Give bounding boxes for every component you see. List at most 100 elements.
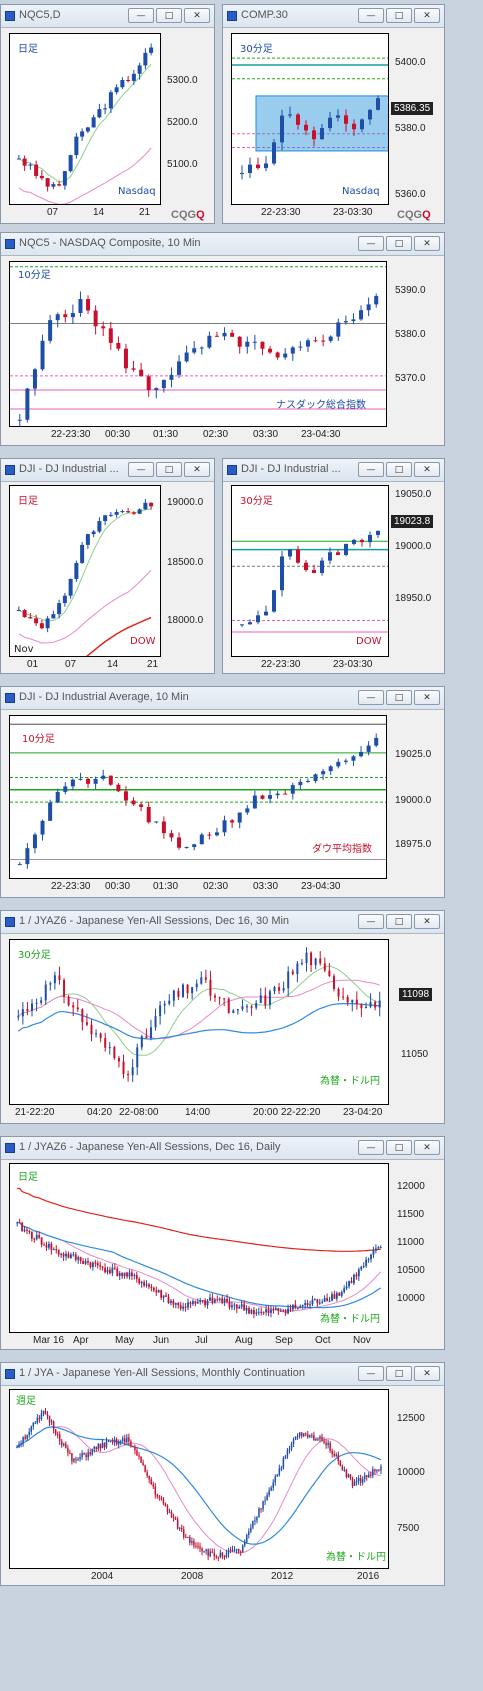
x-tick-label: Aug	[235, 1335, 253, 1346]
candle-body	[104, 1038, 107, 1048]
candle-body	[158, 1496, 161, 1498]
candle-body	[217, 1556, 220, 1558]
window-titlebar[interactable]: 1 / JYA - Japanese Yen-All Sessions, Mon…	[1, 1363, 444, 1386]
maximize-button[interactable]: □	[386, 914, 412, 929]
candle-body	[313, 340, 318, 342]
chart-plot-area[interactable]: 10分足 ナスダック総合指数	[9, 261, 387, 427]
window-titlebar[interactable]: DJI - DJ Industrial ... — □ ✕	[223, 459, 444, 482]
chart-window-dji-daily[interactable]: DJI - DJ Industrial ... — □ ✕ 日足 DOW Nov…	[0, 458, 215, 674]
candle-body	[245, 1308, 248, 1311]
maximize-button[interactable]: □	[386, 8, 412, 23]
candle-body	[282, 988, 285, 991]
chart-window-dji-10min[interactable]: DJI - DJ Industrial Average, 10 Min — □ …	[0, 686, 445, 898]
chart-plot-area[interactable]: 30分足 DOW	[231, 485, 389, 657]
chart-window-jya-monthly[interactable]: 1 / JYA - Japanese Yen-All Sessions, Mon…	[0, 1362, 445, 1586]
chart-window-comp-30min[interactable]: COMP.30 — □ ✕ 30分足 Nasdaq 5400.0 5386.35…	[222, 4, 445, 224]
maximize-button[interactable]: □	[386, 236, 412, 251]
minimize-button[interactable]: —	[358, 8, 384, 23]
chart-window-jyaz6-30min[interactable]: 1 / JYAZ6 - Japanese Yen-All Sessions, D…	[0, 910, 445, 1124]
close-button[interactable]: ✕	[414, 1140, 440, 1155]
candle-body	[55, 314, 60, 321]
candlestick-chart	[17, 947, 381, 1083]
chart-plot-area[interactable]: 30分足 為替・ドル円	[9, 939, 389, 1105]
x-tick-label: 02:30	[203, 429, 229, 440]
minimize-button[interactable]: —	[128, 8, 154, 23]
candle-body	[326, 1298, 329, 1301]
minimize-button[interactable]: —	[358, 914, 384, 929]
period-label: 10分足	[22, 734, 55, 745]
candle-body	[146, 376, 151, 391]
close-button[interactable]: ✕	[414, 914, 440, 929]
candle-body	[44, 984, 47, 1001]
chart-plot-area[interactable]: 10分足 ダウ平均指数	[9, 715, 387, 879]
period-label: 日足	[18, 1172, 38, 1183]
window-titlebar[interactable]: NQC5 - NASDAQ Composite, 10 Min — □ ✕	[1, 233, 444, 256]
chart-window-dji-30min[interactable]: DJI - DJ Industrial ... — □ ✕ 30分足 DOW 1…	[222, 458, 445, 674]
x-tick-label: 07	[65, 659, 77, 670]
maximize-button[interactable]: □	[386, 462, 412, 477]
candle-body	[318, 1302, 321, 1304]
chart-plot-area[interactable]: 週足 為替・ドル円	[9, 1389, 389, 1569]
close-button[interactable]: ✕	[414, 462, 440, 477]
candle-body	[97, 521, 102, 532]
candle-body	[304, 562, 308, 571]
candle-body	[268, 348, 273, 353]
window-title: DJI - DJ Industrial ...	[241, 463, 341, 475]
candle-body	[111, 1441, 114, 1443]
minimize-button[interactable]: —	[358, 1140, 384, 1155]
candle-body	[30, 1426, 32, 1432]
chart-plot-area[interactable]: 30分足 Nasdaq	[231, 33, 389, 205]
close-button[interactable]: ✕	[184, 462, 210, 477]
candle-body	[320, 128, 324, 140]
window-titlebar[interactable]: 1 / JYAZ6 - Japanese Yen-All Sessions, D…	[1, 911, 444, 934]
chart-window-nqc5-10min[interactable]: NQC5 - NASDAQ Composite, 10 Min — □ ✕ 10…	[0, 232, 445, 446]
chart-plot-area[interactable]: 日足 DOW Nov	[9, 485, 161, 657]
window-titlebar[interactable]: NQC5,D — □ ✕	[1, 5, 214, 28]
candle-body	[307, 1434, 309, 1438]
chart-window-nqc5-daily[interactable]: NQC5,D — □ ✕ 日足 Nasdaq 5300.0 5200.0 510…	[0, 4, 215, 224]
maximize-button[interactable]: □	[386, 1140, 412, 1155]
candle-body	[63, 1443, 65, 1446]
candle-body	[159, 1005, 162, 1017]
window-titlebar[interactable]: 1 / JYAZ6 - Japanese Yen-All Sessions, D…	[1, 1137, 444, 1160]
chart-plot-area[interactable]: 日足 為替・ドル円	[9, 1163, 389, 1333]
minimize-button[interactable]: —	[358, 1366, 384, 1381]
maximize-button[interactable]: □	[386, 1366, 412, 1381]
minimize-button[interactable]: —	[358, 462, 384, 477]
maximize-button[interactable]: □	[386, 690, 412, 705]
candle-body	[140, 1456, 142, 1463]
candle-body	[95, 1446, 98, 1449]
candle-body	[345, 1469, 348, 1477]
candle-body	[170, 1300, 172, 1304]
chart-plot-area[interactable]: 日足 Nasdaq	[9, 33, 161, 205]
close-button[interactable]: ✕	[414, 690, 440, 705]
close-button[interactable]: ✕	[414, 1366, 440, 1381]
minimize-button[interactable]: —	[128, 462, 154, 477]
close-button[interactable]: ✕	[414, 8, 440, 23]
candle-body	[200, 977, 203, 984]
minimize-button[interactable]: —	[358, 236, 384, 251]
close-button[interactable]: ✕	[414, 236, 440, 251]
maximize-button[interactable]: □	[156, 8, 182, 23]
candle-body	[184, 847, 189, 849]
window-titlebar[interactable]: DJI - DJ Industrial Average, 10 Min — □ …	[1, 687, 444, 710]
window-titlebar[interactable]: DJI - DJ Industrial ... — □ ✕	[1, 459, 214, 482]
candle-body	[272, 590, 276, 612]
candle-body	[53, 975, 56, 984]
candle-body	[194, 1301, 197, 1304]
chart-window-jyaz6-daily[interactable]: 1 / JYAZ6 - Japanese Yen-All Sessions, D…	[0, 1136, 445, 1350]
candle-body	[99, 1265, 102, 1267]
candle-body	[21, 1009, 24, 1017]
minimize-button[interactable]: —	[358, 690, 384, 705]
x-tick-label: 23-04:20	[343, 1107, 383, 1118]
candle-body	[287, 971, 290, 989]
moving-average-line	[17, 1221, 382, 1309]
window-titlebar[interactable]: COMP.30 — □ ✕	[223, 5, 444, 28]
x-tick-label: Jun	[153, 1335, 170, 1346]
candle-body	[199, 834, 204, 845]
maximize-button[interactable]: □	[156, 462, 182, 477]
chart-app-icon	[5, 917, 15, 927]
close-button[interactable]: ✕	[184, 8, 210, 23]
candle-body	[357, 1269, 360, 1277]
candle-body	[328, 336, 333, 341]
